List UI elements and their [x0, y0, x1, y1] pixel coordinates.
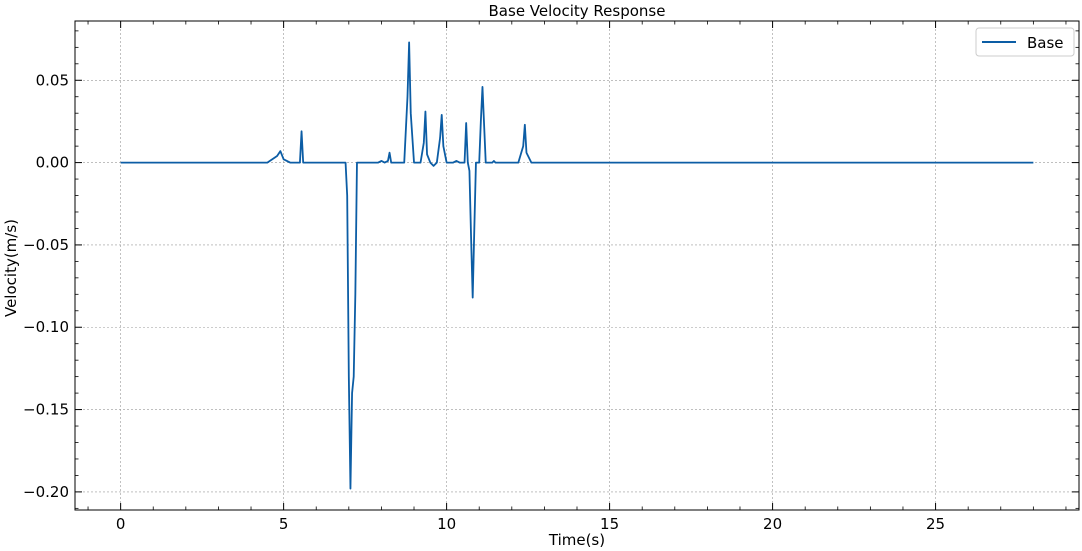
- x-tick-label: 25: [926, 515, 945, 533]
- data-series: [120, 41, 1034, 490]
- y-tick-label: −0.10: [23, 318, 69, 336]
- x-tick-label: 15: [600, 515, 619, 533]
- x-tick-label: 20: [763, 515, 782, 533]
- series-line-base: [120, 41, 1034, 490]
- x-tick-label: 0: [116, 515, 126, 533]
- y-tick-label: −0.05: [23, 236, 69, 254]
- y-axis-title: Velocity(m/s): [2, 219, 20, 317]
- axis-ticks: 0 5 10 15 20 25 0.05 0.00 −0.05 −0.10 −0.15 −0.20: [23, 21, 1079, 533]
- x-tick-label: 10: [437, 515, 456, 533]
- y-tick-label: −0.15: [23, 401, 69, 419]
- y-tick-label: 0.00: [36, 154, 69, 172]
- x-tick-label: 5: [279, 515, 289, 533]
- grid-lines: [75, 21, 1079, 510]
- plot-area-frame: [74, 20, 1080, 511]
- y-tick-label: 0.05: [36, 71, 69, 89]
- legend-box: [975, 27, 1075, 57]
- y-tick-label: −0.20: [23, 483, 69, 501]
- chart-title: Base Velocity Response: [489, 2, 666, 20]
- legend: Base: [975, 27, 1075, 57]
- legend-label-base: Base: [1027, 34, 1064, 52]
- x-axis-title: Time(s): [548, 531, 605, 549]
